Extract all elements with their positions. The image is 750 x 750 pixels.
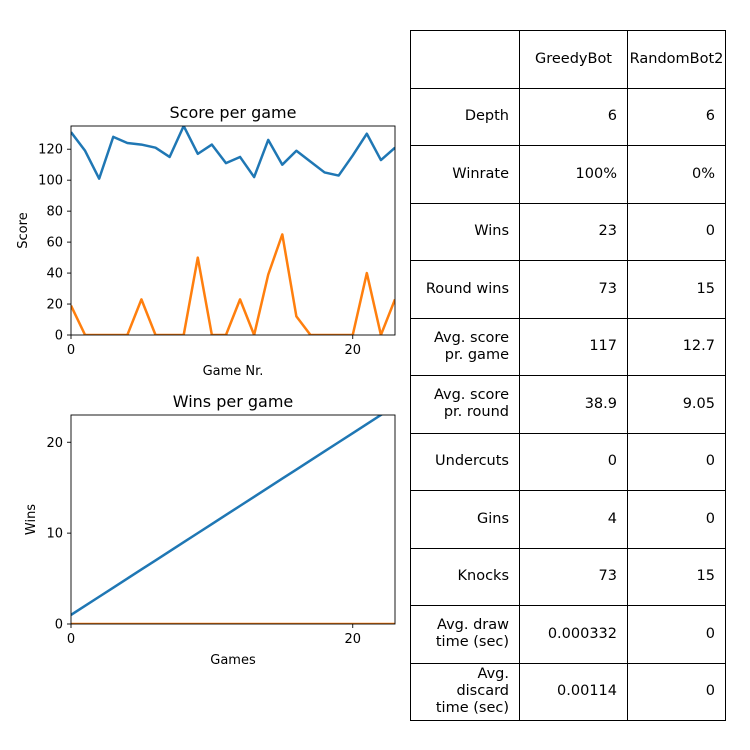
- chart-title: Wins per game: [173, 392, 294, 411]
- table-row: Gins 4 0: [410, 490, 726, 549]
- value-cell: 117: [519, 317, 628, 376]
- x-axis-label: Games: [210, 653, 256, 668]
- y-tick-label: 10: [46, 527, 63, 542]
- row-label-cell: Avg. score pr. round: [410, 375, 520, 434]
- x-tick-label: 20: [344, 632, 361, 647]
- plot-frame: [70, 414, 396, 625]
- value-cell: 0: [627, 490, 726, 549]
- table-header-row: GreedyBot RandomBot2: [410, 30, 726, 89]
- table-row: Avg. score pr. game 117 12.7: [410, 317, 726, 376]
- row-label-cell: Round wins: [410, 260, 520, 319]
- value-cell: 15: [627, 547, 726, 606]
- value-cell: 0: [519, 432, 628, 491]
- row-label-cell: Avg. discard time (sec): [410, 662, 520, 721]
- value-cell: 0.000332: [519, 605, 628, 664]
- plot-frame: [70, 125, 396, 336]
- value-cell: 38.9: [519, 375, 628, 434]
- y-axis-label: Score: [16, 212, 31, 248]
- row-label-cell: Depth: [410, 87, 520, 146]
- value-cell: 0.00114: [519, 662, 628, 721]
- value-cell: 9.05: [627, 375, 726, 434]
- y-tick-label: 0: [55, 618, 63, 633]
- table-row: Avg. discard time (sec) 0.00114 0: [410, 662, 726, 721]
- series-line-randombot2: [71, 233, 395, 335]
- row-label-cell: Avg. draw time (sec): [410, 605, 520, 664]
- y-tick-label: 20: [46, 298, 63, 313]
- header-cell: RandomBot2: [627, 30, 726, 89]
- value-cell: 4: [519, 490, 628, 549]
- value-cell: 100%: [519, 145, 628, 204]
- table-row: Wins 23 0: [410, 202, 726, 261]
- header-cell: [410, 30, 520, 89]
- value-cell: 12.7: [627, 317, 726, 376]
- x-tick-label: 20: [344, 343, 361, 358]
- table-row: Avg. draw time (sec) 0.000332 0: [410, 605, 726, 664]
- row-label-cell: Winrate: [410, 145, 520, 204]
- value-cell: 0: [627, 202, 726, 261]
- table-row: Round wins 73 15: [410, 260, 726, 319]
- value-cell: 23: [519, 202, 628, 261]
- chart-title: Score per game: [170, 103, 297, 122]
- row-label-cell: Undercuts: [410, 432, 520, 491]
- y-tick-label: 120: [38, 143, 63, 158]
- table-row: Winrate 100% 0%: [410, 145, 726, 204]
- wins-per-game-chart: 0 20 0 10 20 Wins per game Games Wins: [24, 392, 396, 668]
- table-row: Knocks 73 15: [410, 547, 726, 606]
- row-label-cell: Gins: [410, 490, 520, 549]
- y-tick-label: 80: [46, 205, 63, 220]
- row-label-cell: Knocks: [410, 547, 520, 606]
- series-line-greedybot: [71, 415, 384, 616]
- value-cell: 6: [519, 87, 628, 146]
- y-tick-label: 100: [38, 174, 63, 189]
- x-tick-label: 0: [67, 632, 75, 647]
- table-row: Avg. score pr. round 38.9 9.05: [410, 375, 726, 434]
- value-cell: 0%: [627, 145, 726, 204]
- y-tick-label: 20: [46, 436, 63, 451]
- row-label-cell: Avg. score pr. game: [410, 317, 520, 376]
- y-tick-label: 0: [55, 329, 63, 344]
- x-axis-label: Game Nr.: [203, 364, 264, 379]
- value-cell: 15: [627, 260, 726, 319]
- value-cell: 73: [519, 547, 628, 606]
- series-line-greedybot: [71, 126, 395, 180]
- value-cell: 73: [519, 260, 628, 319]
- table-row: Undercuts 0 0: [410, 432, 726, 491]
- stats-table: GreedyBot RandomBot2 Depth 6 6 Winrate 100% 0% W…: [410, 30, 726, 721]
- y-tick-label: 40: [46, 267, 63, 282]
- value-cell: 0: [627, 662, 726, 721]
- score-per-game-chart: 0 20 0 20 40 60 80 100 120 Score per game Game Nr.…: [16, 103, 396, 379]
- value-cell: 0: [627, 432, 726, 491]
- header-cell: GreedyBot: [519, 30, 628, 89]
- value-cell: 6: [627, 87, 726, 146]
- row-label-cell: Wins: [410, 202, 520, 261]
- table-row: Depth 6 6: [410, 87, 726, 146]
- y-tick-label: 60: [46, 236, 63, 251]
- value-cell: 0: [627, 605, 726, 664]
- x-tick-label: 0: [67, 343, 75, 358]
- y-axis-label: Wins: [24, 504, 39, 535]
